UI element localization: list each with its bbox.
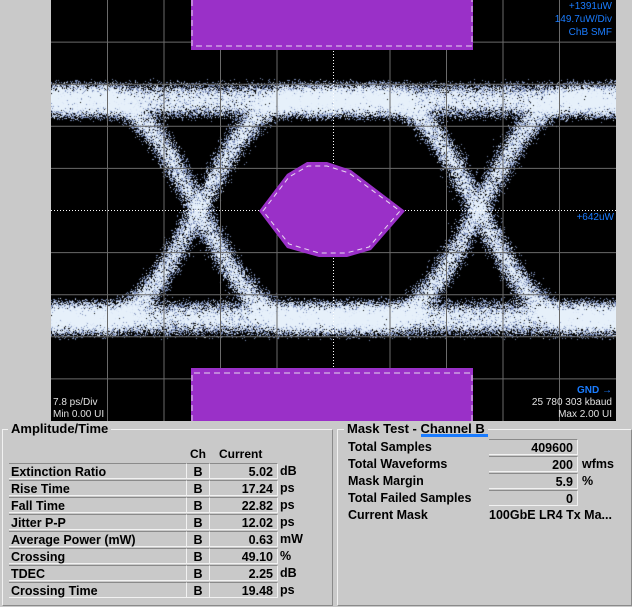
measurement-channel: B (187, 582, 210, 598)
current-mask-label: Current Mask (348, 507, 428, 523)
mask-stat-label: Total Samples (348, 439, 432, 455)
mask-stat-unit: % (582, 473, 593, 489)
measurement-channel: B (187, 480, 210, 496)
mask-stat-unit: wfms (582, 456, 614, 472)
amplitude-time-title: Amplitude/Time (8, 421, 111, 436)
center-power-readout: +642uW (576, 212, 614, 224)
top-power-readout: +1391uW (569, 1, 612, 13)
eye-diagram-display[interactable]: +1391uW 149.7uW/Div ChB SMF +642uW GND →… (51, 0, 616, 421)
mask-stat-value: 5.9 (489, 473, 578, 489)
column-header-current: Current (219, 446, 262, 462)
time-scale-readout: 7.8 ps/Div (53, 397, 97, 409)
measurement-channel: B (187, 565, 210, 581)
min-ui-readout: Min 0.00 UI (53, 409, 104, 421)
measurement-channel: B (187, 497, 210, 513)
measurement-unit: % (280, 548, 291, 564)
ground-marker: GND → (577, 385, 612, 397)
mask-top (191, 0, 473, 50)
measurement-value: 17.24 (210, 480, 278, 496)
measurement-unit: mW (280, 531, 303, 547)
mask-stat-value: 200 (489, 456, 578, 472)
measurement-unit: ps (280, 480, 295, 496)
mask-center (259, 162, 405, 257)
vertical-scale-readout: 149.7uW/Div (555, 14, 612, 26)
column-header-ch: Ch (190, 446, 206, 462)
mask-stat-label: Total Failed Samples (348, 490, 471, 506)
measurement-value: 2.25 (210, 565, 278, 581)
measurement-unit: ps (280, 514, 295, 530)
measurement-channel: B (187, 514, 210, 530)
measurement-label: Rise Time (9, 480, 187, 496)
grid-and-masks (51, 0, 616, 421)
measurement-label: Average Power (mW) (9, 531, 187, 547)
measurement-label: Jitter P-P (9, 514, 187, 530)
current-mask-value[interactable]: 100GbE LR4 Tx Ma... (489, 507, 612, 523)
measurement-value: 5.02 (210, 463, 278, 479)
mask-stat-value: 409600 (489, 439, 578, 455)
channel-underline (421, 434, 488, 437)
max-ui-readout: Max 2.00 UI (558, 409, 612, 421)
baud-rate-readout: 25 780 303 kbaud (532, 397, 612, 409)
measurement-value: 49.10 (210, 548, 278, 564)
measurement-channel: B (187, 463, 210, 479)
mask-stat-value: 0 (489, 490, 578, 506)
measurement-unit: ps (280, 582, 295, 598)
measurement-unit: ps (280, 497, 295, 513)
measurement-value: 19.48 (210, 582, 278, 598)
measurement-value: 0.63 (210, 531, 278, 547)
measurement-value: 22.82 (210, 497, 278, 513)
mask-stat-label: Total Waveforms (348, 456, 447, 472)
measurement-channel: B (187, 531, 210, 547)
measurement-unit: dB (280, 565, 297, 581)
mask-test-prefix: Mask Test - (347, 421, 420, 436)
mask-bottom (191, 368, 473, 421)
measurement-label: TDEC (9, 565, 187, 581)
mask-stat-label: Mask Margin (348, 473, 424, 489)
measurement-unit: dB (280, 463, 297, 479)
measurement-label: Crossing Time (9, 582, 187, 598)
measurement-value: 12.02 (210, 514, 278, 530)
measurement-label: Extinction Ratio (9, 463, 187, 479)
channel-readout: ChB SMF (569, 27, 612, 39)
measurement-channel: B (187, 548, 210, 564)
measurement-label: Fall Time (9, 497, 187, 513)
measurement-label: Crossing (9, 548, 187, 564)
